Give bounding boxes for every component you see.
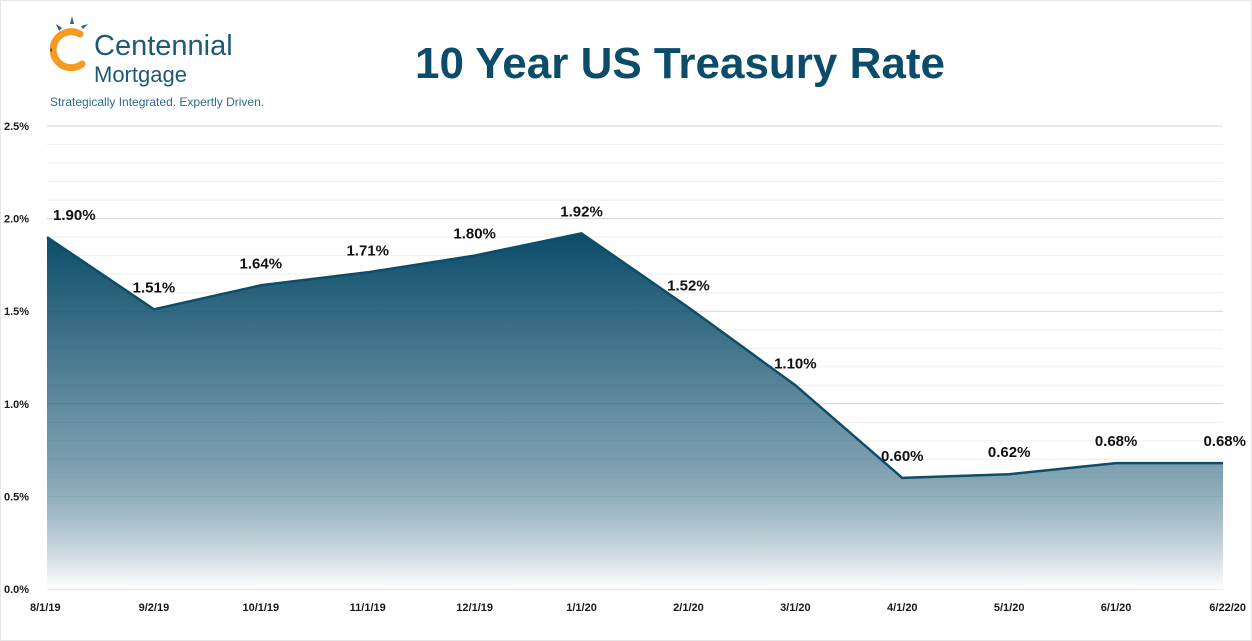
y-tick-label: 0.0% [4, 584, 29, 596]
logo-subname: Mortgage [94, 62, 187, 87]
x-tick-label: 4/1/20 [887, 602, 918, 614]
series-line [46, 232, 1223, 480]
x-tick-label: 3/1/20 [780, 602, 811, 614]
x-axis-ticks: 8/1/19 9/2/19 10/1/19 11/1/19 12/1/19 1/1/20 2… [30, 602, 1246, 614]
x-tick-label: 5/1/20 [994, 602, 1025, 614]
data-label: 0.68% [1095, 433, 1138, 450]
compass-logo-icon [50, 16, 88, 72]
y-axis-ticks: 0.0% 0.5% 1.0% 1.5% 2.0% 2.5% [4, 121, 29, 596]
x-tick-label: 10/1/19 [242, 602, 279, 614]
area-fill [47, 233, 1223, 589]
data-label: 0.68% [1203, 433, 1246, 450]
x-tick-label: 9/2/19 [139, 602, 170, 614]
logo-tagline: Strategically Integrated. Expertly Drive… [50, 95, 265, 109]
x-tick-label: 11/1/19 [350, 602, 386, 614]
logo-name: Centennial [94, 30, 233, 62]
data-labels: 1.90% 1.51% 1.64% 1.71% 1.80% 1.92% 1.52% 1.10%… [53, 203, 1246, 464]
y-tick-label: 2.5% [4, 121, 29, 133]
data-label: 1.71% [346, 242, 389, 259]
data-label: 1.92% [560, 203, 603, 220]
data-label: 0.60% [881, 448, 924, 465]
y-tick-label: 0.5% [4, 491, 29, 503]
y-tick-label: 2.0% [4, 214, 29, 226]
x-tick-label: 1/1/20 [566, 602, 597, 614]
data-label: 0.62% [988, 444, 1031, 461]
y-tick-label: 1.5% [4, 306, 29, 318]
data-label: 1.90% [53, 207, 96, 224]
x-tick-label: 12/1/19 [456, 602, 493, 614]
chart-title: 10 Year US Treasury Rate [415, 39, 945, 88]
data-label: 1.51% [133, 279, 176, 296]
x-tick-label: 6/1/20 [1101, 602, 1132, 614]
x-tick-label: 2/1/20 [673, 602, 704, 614]
data-label: 1.10% [774, 355, 817, 372]
y-tick-label: 1.0% [4, 399, 29, 411]
company-logo: Centennial Mortgage Strategically Integr… [50, 12, 290, 112]
data-label: 1.64% [240, 255, 283, 272]
x-tick-label: 6/22/20 [1209, 602, 1246, 614]
x-tick-label: 8/1/19 [30, 602, 61, 614]
data-label: 1.52% [667, 277, 710, 294]
data-label: 1.80% [453, 226, 496, 243]
